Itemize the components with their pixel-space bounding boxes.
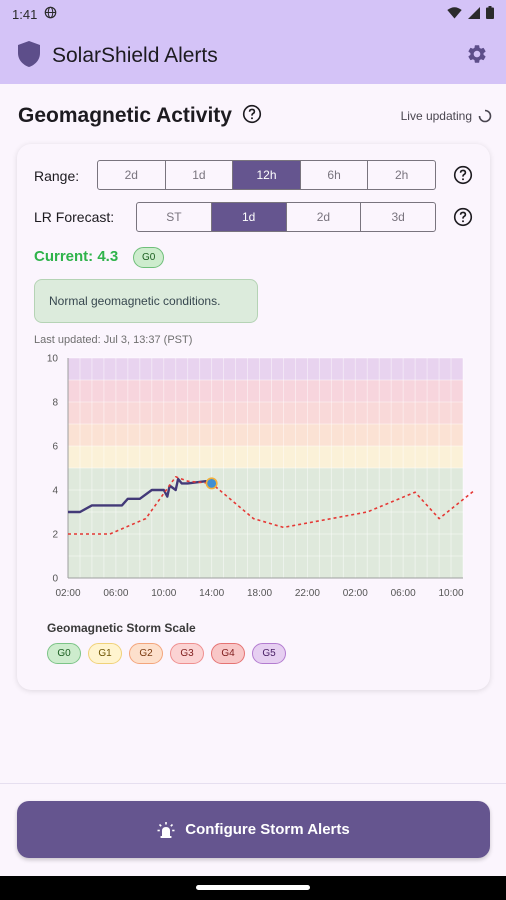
current-point-marker — [205, 477, 218, 490]
app-bar: SolarShield Alerts — [0, 28, 506, 84]
app-title: SolarShield Alerts — [52, 44, 218, 67]
x-tick-label: 18:00 — [247, 588, 272, 599]
title-help-button[interactable] — [242, 104, 262, 129]
forecast-option-2d[interactable]: 2d — [287, 203, 362, 231]
signal-icon — [468, 6, 480, 22]
observed-series-line — [68, 477, 213, 514]
range-selector: 2d 1d 12h 6h 2h — [97, 160, 436, 190]
storm-level-g3-badge: G3 — [170, 643, 204, 664]
band-g3 — [68, 402, 463, 424]
status-icons — [447, 6, 494, 22]
range-option-1d[interactable]: 1d — [166, 161, 234, 189]
x-tick-label: 10:00 — [439, 588, 464, 599]
band-g1 — [68, 446, 463, 468]
band-g5 — [68, 358, 463, 380]
range-option-12h[interactable]: 12h — [233, 161, 301, 189]
status-message: Normal geomagnetic conditions. — [49, 294, 221, 308]
current-level-badge: G0 — [133, 247, 165, 268]
current-value: Current: 4.3 — [34, 248, 119, 265]
x-tick-label: 14:00 — [199, 588, 224, 599]
x-tick-label: 10:00 — [151, 588, 176, 599]
range-option-2d[interactable]: 2d — [98, 161, 166, 189]
y-tick-label: 10 — [47, 354, 59, 365]
status-message-box: Normal geomagnetic conditions. — [34, 279, 258, 323]
forecast-option-st[interactable]: ST — [137, 203, 212, 231]
forecast-label: LR Forecast: — [34, 209, 115, 225]
y-tick-label: 4 — [52, 486, 58, 497]
live-indicator: Live updating — [401, 109, 492, 123]
help-circle-icon — [453, 165, 473, 185]
storm-scale-title: Geomagnetic Storm Scale — [47, 621, 196, 635]
range-label: Range: — [34, 168, 80, 184]
band-g2 — [68, 424, 463, 446]
help-circle-icon — [242, 104, 262, 123]
x-tick-label: 06:00 — [391, 588, 416, 599]
forecast-series-line — [68, 476, 476, 535]
spinner-icon — [478, 109, 492, 123]
forecast-option-1d[interactable]: 1d — [211, 203, 287, 231]
y-tick-label: 8 — [52, 398, 58, 409]
y-tick-label: 6 — [52, 442, 58, 453]
system-nav-bar — [0, 876, 506, 900]
range-help-button[interactable] — [453, 165, 473, 190]
bottom-divider — [0, 783, 506, 784]
storm-level-g0-badge: G0 — [47, 643, 81, 664]
forecast-option-3d[interactable]: 3d — [391, 210, 405, 224]
y-tick-label: 2 — [52, 530, 58, 541]
configure-alerts-button[interactable]: Configure Storm Alerts — [17, 801, 490, 858]
band-g4 — [68, 380, 463, 402]
settings-button[interactable] — [466, 43, 488, 70]
x-tick-label: 06:00 — [103, 588, 128, 599]
home-handle[interactable] — [196, 885, 310, 890]
band-g0 — [68, 468, 463, 578]
storm-level-g1-badge: G1 — [88, 643, 122, 664]
forecast-help-button[interactable] — [453, 207, 473, 232]
siren-icon — [157, 821, 175, 838]
section-header: Geomagnetic Activity Live updating — [18, 102, 492, 130]
x-tick-label: 02:00 — [55, 588, 80, 599]
last-updated: Last updated: Jul 3, 13:37 (PST) — [34, 334, 193, 346]
wifi-icon — [447, 6, 462, 22]
page-title: Geomagnetic Activity — [18, 104, 232, 127]
status-time: 1:41 — [12, 6, 38, 22]
gear-icon — [468, 44, 486, 63]
storm-level-g5-badge: G5 — [252, 643, 286, 664]
storm-level-g2-badge: G2 — [129, 643, 163, 664]
geomagnetic-chart: 0 2 4 6 8 10 02:00 06:00 10:00 14:00 18:00 22:00 02:… — [47, 354, 476, 599]
battery-icon — [486, 6, 494, 22]
forecast-selector: ST 1d 2d 3d — [136, 202, 436, 232]
status-bar: 1:41 — [0, 0, 506, 28]
x-tick-label: 02:00 — [343, 588, 368, 599]
globe-icon — [44, 6, 57, 22]
range-option-2h[interactable]: 2h — [394, 168, 409, 182]
range-option-6h[interactable]: 6h — [301, 161, 369, 189]
shield-icon — [18, 40, 40, 72]
y-tick-label: 0 — [52, 574, 58, 585]
storm-level-g4-badge: G4 — [211, 643, 245, 664]
configure-alerts-label: Configure Storm Alerts — [185, 821, 350, 838]
x-tick-label: 22:00 — [295, 588, 320, 599]
help-circle-icon — [453, 207, 473, 227]
live-label: Live updating — [400, 109, 472, 123]
